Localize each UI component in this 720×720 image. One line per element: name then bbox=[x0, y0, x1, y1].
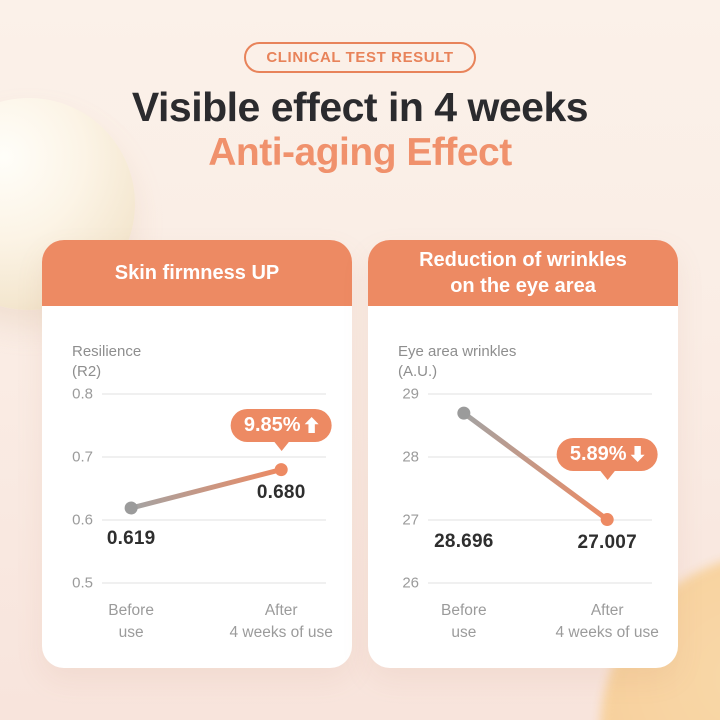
percent-increase-badge: 9.85% bbox=[230, 408, 332, 451]
badge-tail bbox=[599, 469, 616, 480]
y-tick-label: 0.8 bbox=[72, 385, 93, 403]
badge-tail bbox=[273, 440, 290, 451]
data-point-before bbox=[457, 406, 471, 420]
page-title: Visible effect in 4 weeks bbox=[131, 84, 589, 130]
line-chart-skin-firmness: 9.85% 0.8 0.7 0.6 0.5 0.619 Before use 0.680 Af… bbox=[72, 386, 333, 641]
y-axis-title: Eye area wrinkles (A.U.) bbox=[398, 343, 517, 381]
percent-decrease-badge: 5.89% bbox=[556, 437, 658, 480]
y-tick-label: 29 bbox=[402, 385, 419, 403]
data-point-before bbox=[124, 501, 138, 515]
trend-line bbox=[128, 467, 284, 511]
y-tick-label: 28 bbox=[402, 448, 419, 466]
arrow-up-icon bbox=[304, 417, 319, 434]
plot-canvas bbox=[428, 393, 652, 584]
clinical-test-result-badge: CLINICAL TEST RESULT bbox=[244, 42, 476, 73]
badge-text: 5.89% bbox=[569, 442, 627, 465]
y-tick-label: 0.6 bbox=[72, 511, 93, 529]
chart-area-skin-firmness: Resilience (R2) 9.85% 0.8 0.7 0.6 0.5 0.619 B… bbox=[42, 306, 352, 668]
card-header-skin-firmness: Skin firmness UP bbox=[42, 240, 352, 306]
y-tick-label: 0.7 bbox=[72, 448, 93, 466]
x-axis-label: After 4 weeks of use bbox=[229, 602, 333, 641]
result-cards-row: Skin firmness UP Resilience (R2) 9.85% 0… bbox=[42, 240, 678, 668]
page-subtitle: Anti-aging Effect bbox=[208, 131, 512, 175]
value-label: 0.619 bbox=[106, 528, 156, 550]
plot-canvas bbox=[102, 393, 326, 584]
y-tick-label: 26 bbox=[402, 574, 419, 592]
y-axis-title: Resilience (R2) bbox=[72, 343, 142, 381]
badge-text: 9.85% bbox=[243, 413, 301, 436]
arrow-down-icon bbox=[630, 446, 645, 463]
x-axis-label: After 4 weeks of use bbox=[555, 602, 659, 641]
data-point-after bbox=[600, 513, 614, 527]
result-card-wrinkles: Reduction of wrinkles on the eye area Ey… bbox=[368, 240, 678, 668]
y-tick-label: 27 bbox=[402, 511, 419, 529]
value-label: 27.007 bbox=[577, 531, 637, 553]
result-card-skin-firmness: Skin firmness UP Resilience (R2) 9.85% 0… bbox=[42, 240, 352, 668]
value-label: 0.680 bbox=[256, 481, 306, 503]
card-header-wrinkles: Reduction of wrinkles on the eye area bbox=[368, 240, 678, 306]
header-section: CLINICAL TEST RESULT Visible effect in 4… bbox=[0, 0, 720, 174]
y-tick-label: 0.5 bbox=[72, 574, 93, 592]
x-axis-label: Before use bbox=[440, 602, 487, 641]
data-point-after bbox=[274, 463, 288, 477]
line-chart-wrinkles: 5.89% 29 28 27 26 28.696 Before use 27.007 Afte… bbox=[402, 386, 659, 641]
chart-area-wrinkles: Eye area wrinkles (A.U.) 5.89% 29 28 27 26 2… bbox=[368, 306, 678, 668]
x-axis-label: Before use bbox=[108, 602, 154, 641]
trend-line bbox=[461, 410, 610, 523]
value-label: 28.696 bbox=[434, 531, 494, 553]
